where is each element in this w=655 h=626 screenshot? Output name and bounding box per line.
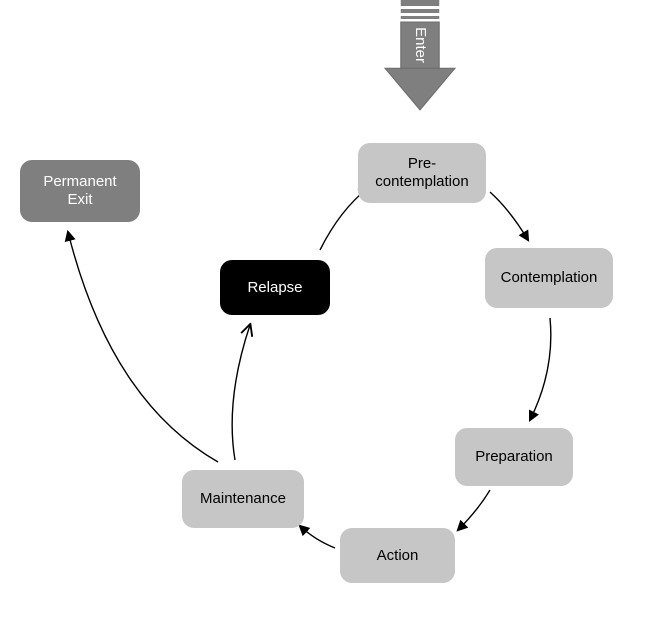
node-precontemplation: Pre-contemplation <box>358 143 486 203</box>
node-action: Action <box>340 528 455 583</box>
node-preparation: Preparation <box>455 428 573 486</box>
edge-e3 <box>458 490 490 530</box>
node-label-precontemplation: Pre-contemplation <box>375 155 468 191</box>
node-relapse: Relapse <box>220 260 330 315</box>
arrows-layer: Enter <box>0 0 655 626</box>
enter-arrow: Enter <box>385 0 455 110</box>
node-contemplation: Contemplation <box>485 248 613 308</box>
enter-arrow-label: Enter <box>412 27 429 63</box>
node-label-maintenance: Maintenance <box>200 490 286 508</box>
node-label-preparation: Preparation <box>475 448 553 466</box>
node-permanent-exit: PermanentExit <box>20 160 140 222</box>
node-maintenance: Maintenance <box>182 470 304 528</box>
edge-e5 <box>232 325 250 460</box>
node-label-permanent-exit: PermanentExit <box>43 173 116 209</box>
edge-e1 <box>490 192 528 240</box>
edge-e7 <box>68 232 218 462</box>
stages-of-change-diagram: Enter Pre-contemplation Contemplation Prep… <box>0 0 655 626</box>
node-label-contemplation: Contemplation <box>501 269 598 287</box>
node-label-relapse: Relapse <box>247 279 302 297</box>
edge-e4 <box>300 526 335 548</box>
edge-e2 <box>530 318 551 420</box>
node-label-action: Action <box>377 547 419 565</box>
